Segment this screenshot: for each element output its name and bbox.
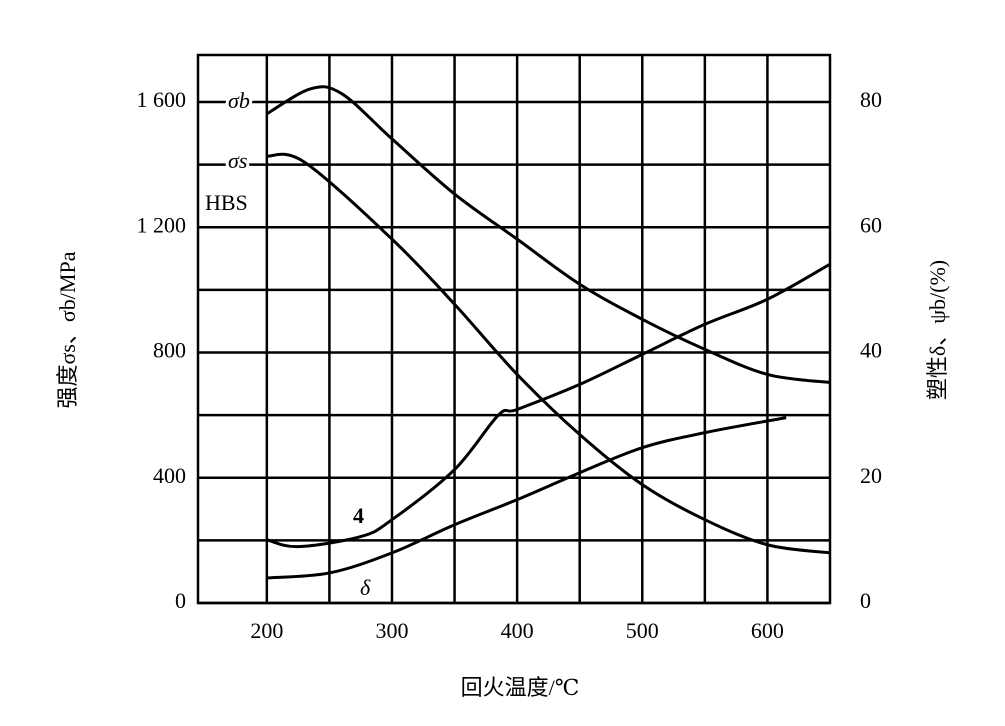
series-label: δ [360,575,371,600]
x-tick-label: 200 [250,618,283,643]
y2-tick-label: 0 [860,588,871,613]
y2-tick-label: 20 [860,463,882,488]
curve [266,85,831,385]
curve [266,152,831,555]
x-tick-label: 400 [501,618,534,643]
y-tick-label: 1 600 [137,87,187,112]
y2-tick-label: 60 [860,212,882,237]
series-label: σs [228,148,247,173]
x-axis-label: 回火温度/℃ [461,675,580,700]
series-label: σb [228,88,250,113]
curve [266,262,831,549]
series-label: 4 [353,503,364,528]
y2-tick-label: 80 [860,87,882,112]
curve [266,416,787,580]
x-tick-label: 300 [375,618,408,643]
x-tick-label: 600 [751,618,784,643]
y2-tick-label: 40 [860,338,882,363]
plot-frame [196,53,832,605]
y-tick-label: 1 200 [137,212,187,237]
y-tick-label: 0 [175,588,186,613]
y-tick-label: 800 [153,338,186,363]
y-tick-label: 400 [153,463,186,488]
y-axis-label: 强度σs、σb/MPa [55,251,80,408]
x-tick-label: 500 [626,618,659,643]
y2-axis-label: 塑性δ、ψb/(%) [925,260,950,400]
annotation: HBS [205,190,248,215]
